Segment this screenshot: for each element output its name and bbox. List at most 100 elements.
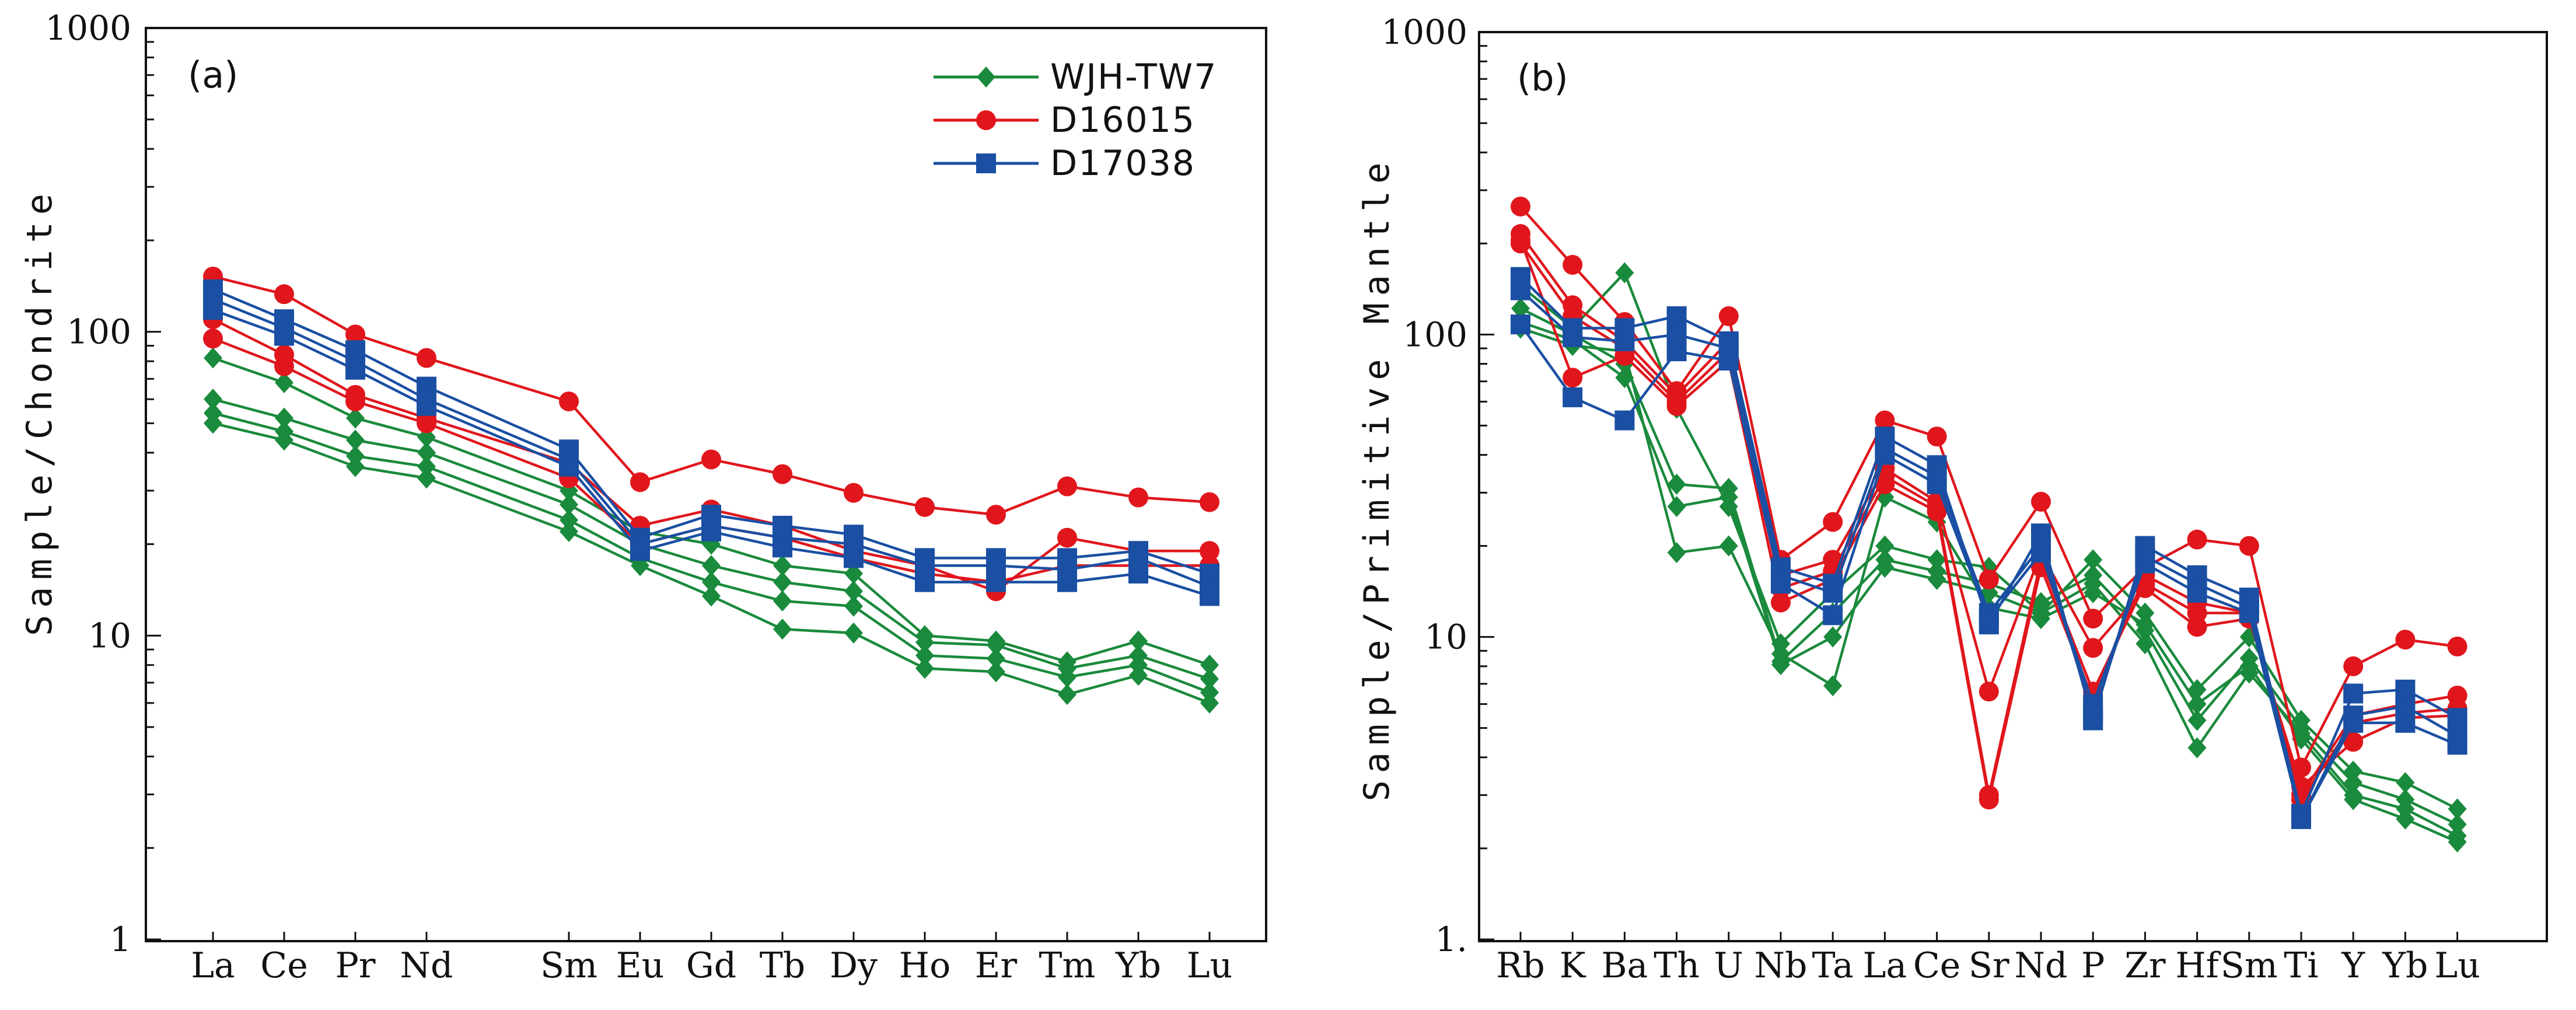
panel-a-point-d16015 xyxy=(559,391,579,411)
panel-a-point-wjh-tw7 xyxy=(844,563,863,585)
panel-a-point-wjh-tw7 xyxy=(773,590,792,612)
panel-a-point-d16015 xyxy=(986,505,1006,525)
panel-a-plot-frame xyxy=(145,27,1267,942)
panel-a-series-line-d16015 xyxy=(212,318,1210,593)
panel-b-point-wjh-tw7 xyxy=(2084,582,2103,603)
panel-a-point-d16015 xyxy=(630,472,650,492)
panel-b-x-tick-label-p: P xyxy=(2081,945,2105,986)
panel-a-point-d17038 xyxy=(274,326,294,346)
panel-b-x-tick-label-sr: Sr xyxy=(1969,945,2009,986)
panel-b-point-wjh-tw7 xyxy=(1667,496,1686,518)
panel-b-point-d16015 xyxy=(1979,682,1999,702)
panel-a-point-wjh-tw7 xyxy=(987,648,1005,669)
panel-b-point-d16015 xyxy=(1979,569,1999,590)
panel-b-label: (b) xyxy=(1517,57,1568,99)
panel-a-point-d16015 xyxy=(1057,527,1077,548)
panel-a-point-wjh-tw7 xyxy=(346,429,365,451)
legend-label: WJH-TW7 xyxy=(1050,57,1217,97)
panel-b-point-d16015 xyxy=(2395,630,2416,650)
panel-b-plot-frame xyxy=(1478,31,2548,942)
panel-a-point-wjh-tw7 xyxy=(1058,666,1076,688)
panel-a-y-tick-label: 100 xyxy=(67,312,131,352)
panel-b-point-wjh-tw7 xyxy=(1823,626,1843,648)
panel-b-y-tick-label: 100 xyxy=(1403,314,1467,354)
panel-a-x-tick-label-pr: Pr xyxy=(335,945,375,986)
panel-a-point-wjh-tw7 xyxy=(1200,692,1219,714)
panel-a-point-d16015 xyxy=(844,483,864,503)
panel-a-point-d16015 xyxy=(274,356,294,376)
panel-a-point-d17038 xyxy=(417,396,436,416)
panel-a-point-wjh-tw7 xyxy=(275,407,293,429)
panel-a-point-wjh-tw7 xyxy=(844,622,863,644)
panel-a-point-wjh-tw7 xyxy=(844,595,863,617)
panel-b-point-d17038 xyxy=(2239,603,2259,623)
panel-b-series-layer xyxy=(1511,196,2467,852)
panel-a-point-wjh-tw7 xyxy=(1200,682,1219,703)
panel-b-point-d16015 xyxy=(2083,638,2103,658)
panel-b-point-wjh-tw7 xyxy=(1719,535,1738,557)
panel-b-point-wjh-tw7 xyxy=(1875,535,1895,557)
panel-b-point-wjh-tw7 xyxy=(2187,737,2207,759)
panel-b: 1. 10 100 1000 Rb K Ba Th U Nb Ta La Ce Sr Nd P Zr Hf Sm T… xyxy=(1357,12,2548,986)
panel-b-point-wjh-tw7 xyxy=(1771,654,1790,676)
panel-b-point-d16015 xyxy=(1511,196,1530,216)
panel-a-point-wjh-tw7 xyxy=(346,407,365,429)
panel-a-x-tick-label-la: La xyxy=(191,945,235,986)
panel-b-point-d17038 xyxy=(1979,609,1999,629)
panel-b-point-d16015 xyxy=(1563,368,1583,388)
panel-b-point-d16015 xyxy=(2187,617,2207,637)
panel-a-point-d17038 xyxy=(844,548,864,568)
panel-b-point-d17038 xyxy=(2187,582,2207,603)
panel-b-point-wjh-tw7 xyxy=(2344,789,2363,810)
panel-a-point-wjh-tw7 xyxy=(1058,684,1076,705)
panel-b-point-d16015 xyxy=(2031,491,2051,512)
panel-a-x-tick-label-er: Er xyxy=(975,945,1018,986)
panel-b-point-d17038 xyxy=(2031,543,2051,563)
panel-b-point-d16015 xyxy=(1511,233,1530,254)
panel-a-point-wjh-tw7 xyxy=(204,347,222,369)
panel-a-point-wjh-tw7 xyxy=(1200,654,1219,676)
panel-b-point-d16015 xyxy=(2187,529,2207,550)
panel-a-series-line-wjh-tw7 xyxy=(212,398,1210,680)
panel-a-point-wjh-tw7 xyxy=(1129,630,1148,652)
panel-a-point-wjh-tw7 xyxy=(275,372,293,393)
legend-entry-d17038: D17038 xyxy=(934,143,1194,184)
panel-b-point-d16015 xyxy=(1771,592,1791,613)
legend-entry-d16015: D16015 xyxy=(934,100,1194,141)
panel-a-point-wjh-tw7 xyxy=(702,571,721,593)
panel-b-point-d16015 xyxy=(1823,512,1843,532)
panel-b-point-wjh-tw7 xyxy=(2239,655,2259,677)
panel-b-point-d17038 xyxy=(1511,314,1530,335)
panel-a-point-d16015 xyxy=(1200,541,1219,561)
panel-a-point-d16015 xyxy=(345,391,365,411)
panel-a-point-d17038 xyxy=(1128,564,1148,584)
panel-b-point-wjh-tw7 xyxy=(2135,633,2155,655)
panel-b-x-tick-label-yb: Yb xyxy=(2382,945,2428,986)
panel-a-point-d16015 xyxy=(773,464,792,484)
panel-a-point-wjh-tw7 xyxy=(417,467,436,489)
panel-a-point-d17038 xyxy=(986,572,1006,592)
panel-a-point-d16015 xyxy=(274,284,294,305)
legend-entry-wjh-tw7: WJH-TW7 xyxy=(934,57,1217,97)
panel-b-point-d17038 xyxy=(2395,679,2416,700)
panel-a-y-tick-label: 1 xyxy=(110,920,131,959)
panel-b-point-d17038 xyxy=(1666,341,1687,362)
panel-b-point-wjh-tw7 xyxy=(2187,710,2207,731)
panel-b-x-tick-label-rb: Rb xyxy=(1496,945,1545,986)
panel-b-x-tick-label-ce: Ce xyxy=(1913,945,1960,986)
panel-b-point-d17038 xyxy=(1563,327,1583,347)
panel-b-x-tick-label-ba: Ba xyxy=(1601,945,1648,986)
panel-a-point-wjh-tw7 xyxy=(773,618,792,640)
legend-swatch-marker xyxy=(976,153,996,173)
panel-b-y-tick-label: 1. xyxy=(1435,920,1467,959)
panel-b-x-tick-label-nb: Nb xyxy=(1754,945,1808,986)
panel-a-y-axis-title: Sample/Chondrite xyxy=(19,187,60,636)
panel-b-x-tick-label-th: Th xyxy=(1654,945,1700,986)
panel-a-point-wjh-tw7 xyxy=(987,661,1005,683)
panel-b-x-tick-label-ta: Ta xyxy=(1812,945,1854,986)
panel-b-point-d17038 xyxy=(1511,280,1530,300)
panel-b-point-wjh-tw7 xyxy=(2187,693,2207,715)
panel-a-series-line-wjh-tw7 xyxy=(212,357,1210,666)
panel-a-point-wjh-tw7 xyxy=(773,555,792,576)
